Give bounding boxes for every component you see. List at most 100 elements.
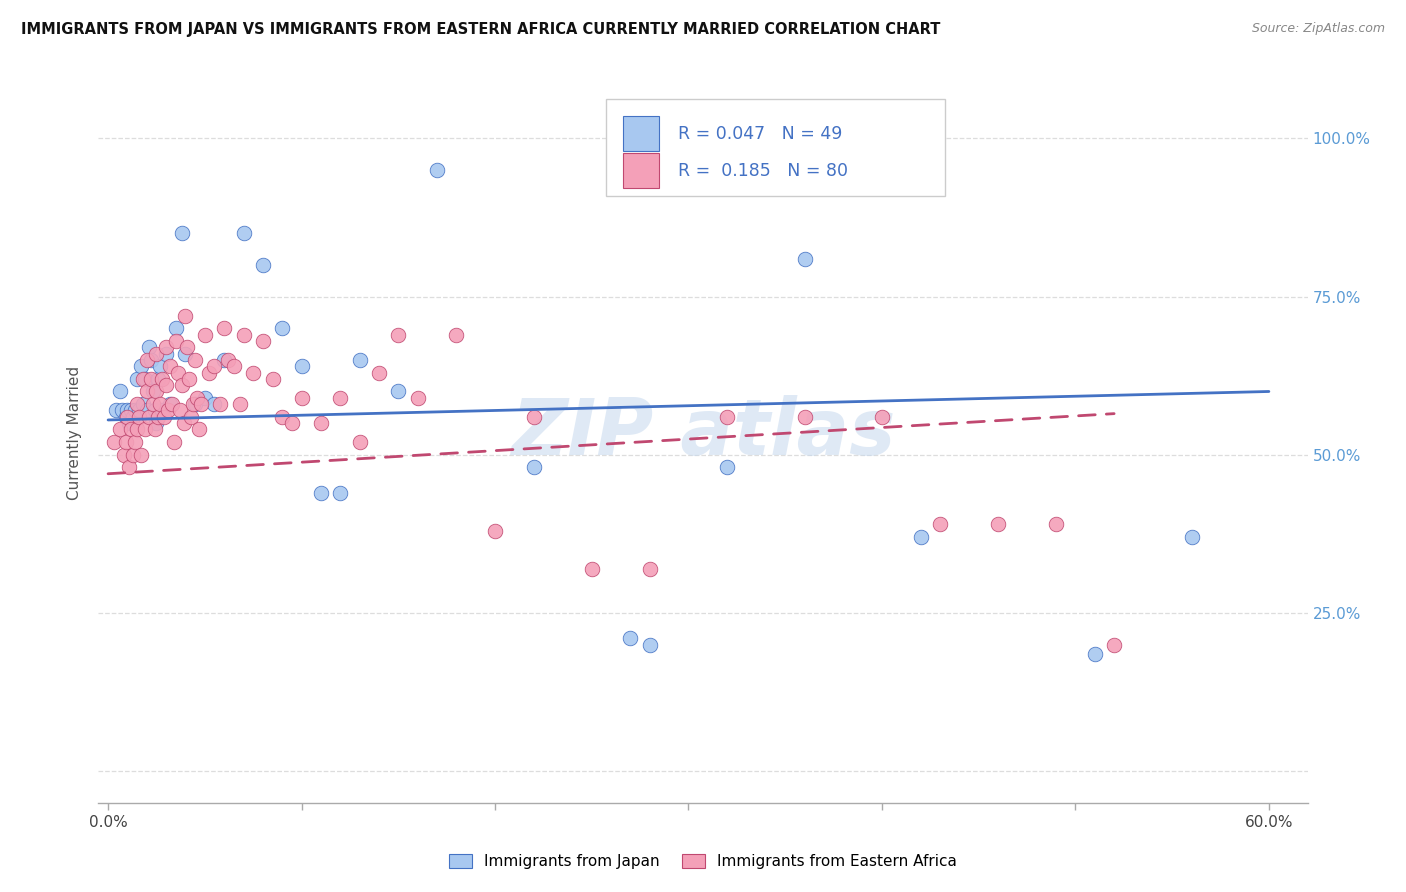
Y-axis label: Currently Married: Currently Married <box>67 366 83 500</box>
Point <box>138 409 160 424</box>
Point <box>987 517 1010 532</box>
Point <box>143 403 166 417</box>
Point <box>281 416 304 430</box>
Text: ZIP atlas: ZIP atlas <box>510 394 896 471</box>
Point <box>309 485 332 500</box>
Point <box>1084 647 1107 661</box>
Point <box>163 435 186 450</box>
Point <box>194 327 217 342</box>
Point <box>143 422 166 436</box>
Legend: Immigrants from Japan, Immigrants from Eastern Africa: Immigrants from Japan, Immigrants from E… <box>449 855 957 869</box>
Point <box>128 409 150 424</box>
Point <box>165 321 187 335</box>
Point <box>716 409 738 424</box>
Point <box>204 397 226 411</box>
Point <box>242 366 264 380</box>
Point <box>271 409 294 424</box>
Point <box>155 340 177 354</box>
Point <box>222 359 245 374</box>
Point <box>329 391 352 405</box>
Point <box>190 397 212 411</box>
Point <box>129 448 152 462</box>
Point <box>252 258 274 272</box>
Point <box>142 397 165 411</box>
Point <box>716 460 738 475</box>
Point <box>160 397 183 411</box>
Point <box>153 409 176 424</box>
Point <box>1102 638 1125 652</box>
Point <box>108 422 131 436</box>
Point <box>387 384 409 399</box>
Point <box>581 562 603 576</box>
Point <box>127 372 149 386</box>
Point <box>387 327 409 342</box>
Point <box>1180 530 1202 544</box>
Point <box>209 397 232 411</box>
Point <box>184 352 207 367</box>
Point <box>145 346 167 360</box>
Point <box>870 409 893 424</box>
Point <box>523 460 546 475</box>
Point <box>329 485 352 500</box>
Point <box>290 359 312 374</box>
Point <box>212 321 235 335</box>
Point <box>149 359 172 374</box>
Point <box>134 372 156 386</box>
Point <box>120 403 142 417</box>
Point <box>117 409 139 424</box>
Text: R = 0.047   N = 49: R = 0.047 N = 49 <box>678 125 842 143</box>
Point <box>228 397 250 411</box>
Text: IMMIGRANTS FROM JAPAN VS IMMIGRANTS FROM EASTERN AFRICA CURRENTLY MARRIED CORREL: IMMIGRANTS FROM JAPAN VS IMMIGRANTS FROM… <box>21 22 941 37</box>
Point <box>155 346 177 360</box>
Point <box>176 340 198 354</box>
Point <box>186 391 208 405</box>
Point <box>129 359 152 374</box>
FancyBboxPatch shape <box>606 99 945 195</box>
Text: Source: ZipAtlas.com: Source: ZipAtlas.com <box>1251 22 1385 36</box>
Point <box>181 397 204 411</box>
Point <box>138 340 160 354</box>
Text: R =  0.185   N = 80: R = 0.185 N = 80 <box>678 161 848 179</box>
Point <box>349 352 371 367</box>
Point <box>170 227 193 241</box>
Point <box>426 163 449 178</box>
Point <box>117 403 139 417</box>
Point <box>619 632 641 646</box>
Point <box>127 397 149 411</box>
Point <box>174 309 197 323</box>
Point <box>793 409 815 424</box>
Point <box>122 409 145 424</box>
Point <box>104 403 127 417</box>
Point <box>124 403 146 417</box>
Point <box>309 416 332 430</box>
Point <box>290 391 312 405</box>
Point <box>446 327 468 342</box>
Point <box>1045 517 1067 532</box>
Point <box>910 530 932 544</box>
Point <box>194 391 217 405</box>
Point <box>406 391 429 405</box>
Point <box>145 384 167 399</box>
Point <box>349 435 371 450</box>
Point <box>197 366 219 380</box>
Point <box>157 403 180 417</box>
Point <box>139 372 162 386</box>
Point <box>232 327 254 342</box>
Point <box>159 359 181 374</box>
Point <box>484 524 506 538</box>
Point <box>127 422 149 436</box>
Point <box>368 366 391 380</box>
Point <box>166 366 188 380</box>
Point <box>174 346 197 360</box>
Bar <box>623 116 659 152</box>
Point <box>142 384 165 399</box>
Point <box>217 352 239 367</box>
Point <box>132 372 155 386</box>
Point <box>132 397 155 411</box>
Point <box>165 334 187 348</box>
Point <box>145 416 167 430</box>
Bar <box>623 153 659 188</box>
Point <box>170 378 193 392</box>
Point <box>135 352 157 367</box>
Point <box>103 435 125 450</box>
